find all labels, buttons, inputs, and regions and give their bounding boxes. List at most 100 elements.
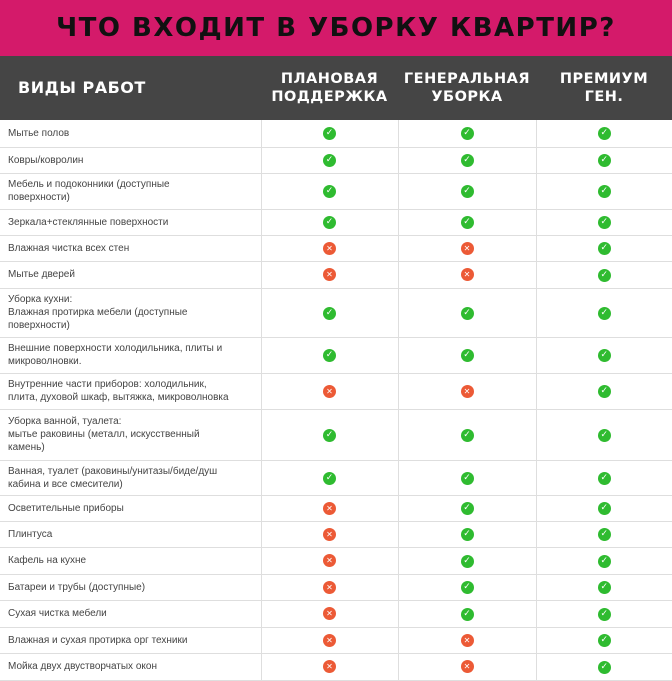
check-circle-icon: ✓ bbox=[597, 528, 611, 541]
work-type-label: Влажная чистка всех стен bbox=[0, 235, 262, 262]
mark-cell: ✕ bbox=[261, 235, 399, 262]
work-type-label: Мытье полов bbox=[0, 120, 262, 148]
cross-circle-icon: ✕ bbox=[460, 660, 474, 673]
work-type-label: Мытье дверей bbox=[0, 261, 262, 289]
table-row: Мытье дверей ✕ ✕ ✓ bbox=[0, 261, 672, 289]
column-header-work-types: ВИДЫ РАБОТ bbox=[0, 56, 261, 120]
mark-cell: ✕ bbox=[398, 235, 537, 262]
work-type-label: Кафель на кухне bbox=[0, 547, 262, 575]
mark-cell: ✓ bbox=[261, 409, 399, 461]
mark-cell: ✓ bbox=[536, 120, 672, 148]
check-circle-icon: ✓ bbox=[323, 306, 336, 320]
cross-circle-icon: ✕ bbox=[323, 384, 336, 398]
check-circle-icon: ✓ bbox=[597, 127, 611, 141]
table-row: Уборка ванной, туалета: мытье раковины (м… bbox=[0, 409, 672, 461]
title-banner: ЧТО ВХОДИТ В УБОРКУ КВАРТИР? bbox=[0, 0, 672, 56]
cross-circle-icon: ✕ bbox=[323, 554, 336, 567]
cross-circle-icon: ✕ bbox=[460, 384, 474, 398]
check-circle-icon: ✓ bbox=[460, 554, 474, 568]
work-type-label: Плинтуса bbox=[0, 521, 262, 548]
mark-cell: ✓ bbox=[536, 460, 672, 496]
mark-cell: ✓ bbox=[536, 547, 672, 575]
mark-cell: ✓ bbox=[536, 235, 672, 262]
cross-circle-icon: ✕ bbox=[323, 633, 336, 647]
table-row: Влажная и сухая протирка орг техники ✕ ✕ ✓ bbox=[0, 627, 672, 654]
check-circle-icon: ✓ bbox=[597, 607, 611, 621]
work-type-label: Внутренние части приборов: холодильник, п… bbox=[0, 373, 262, 410]
table-row: Осветительные приборы ✕ ✓ ✓ bbox=[0, 495, 672, 522]
mark-cell: ✕ bbox=[261, 521, 399, 548]
work-type-label: Влажная и сухая протирка орг техники bbox=[0, 627, 262, 654]
cross-circle-icon: ✕ bbox=[323, 501, 336, 515]
check-circle-icon: ✓ bbox=[460, 216, 474, 229]
services-table: ВИДЫ РАБОТ ПЛАНОВАЯ ПОДДЕРЖКА ГЕНЕРАЛЬНАЯ… bbox=[0, 56, 672, 681]
cross-circle-icon: ✕ bbox=[323, 580, 336, 594]
mark-cell: ✓ bbox=[398, 288, 537, 338]
table-row: Ковры/ковролин ✓ ✓ ✓ bbox=[0, 147, 672, 174]
mark-cell: ✓ bbox=[536, 574, 672, 601]
check-circle-icon: ✓ bbox=[323, 428, 336, 442]
work-type-label: Осветительные приборы bbox=[0, 495, 262, 522]
check-circle-icon: ✓ bbox=[460, 306, 474, 320]
mark-cell: ✓ bbox=[398, 120, 537, 148]
mark-cell: ✓ bbox=[536, 409, 672, 461]
mark-cell: ✓ bbox=[398, 147, 537, 174]
check-circle-icon: ✓ bbox=[597, 216, 611, 229]
work-type-label: Уборка ванной, туалета: мытье раковины (м… bbox=[0, 409, 262, 461]
mark-cell: ✓ bbox=[398, 547, 537, 575]
check-circle-icon: ✓ bbox=[597, 242, 611, 255]
check-circle-icon: ✓ bbox=[597, 471, 611, 485]
mark-cell: ✕ bbox=[261, 373, 399, 410]
check-circle-icon: ✓ bbox=[597, 554, 611, 568]
check-circle-icon: ✓ bbox=[460, 528, 474, 541]
check-circle-icon: ✓ bbox=[597, 349, 611, 362]
work-type-label: Ковры/ковролин bbox=[0, 147, 262, 174]
check-circle-icon: ✓ bbox=[323, 127, 336, 141]
check-circle-icon: ✓ bbox=[460, 471, 474, 485]
cross-circle-icon: ✕ bbox=[460, 241, 474, 255]
table-row: Плинтуса ✕ ✓ ✓ bbox=[0, 521, 672, 548]
mark-cell: ✓ bbox=[536, 521, 672, 548]
mark-cell: ✕ bbox=[398, 653, 537, 681]
mark-cell: ✓ bbox=[536, 627, 672, 654]
mark-cell: ✓ bbox=[398, 574, 537, 601]
table-row: Влажная чистка всех стен ✕ ✕ ✓ bbox=[0, 235, 672, 262]
page-title: ЧТО ВХОДИТ В УБОРКУ КВАРТИР? bbox=[56, 13, 616, 43]
check-circle-icon: ✓ bbox=[597, 581, 611, 594]
work-type-label: Внешние поверхности холодильника, плиты … bbox=[0, 337, 262, 374]
table-row: Внешние поверхности холодильника, плиты … bbox=[0, 337, 672, 374]
cross-circle-icon: ✕ bbox=[323, 607, 336, 620]
mark-cell: ✓ bbox=[536, 495, 672, 522]
mark-cell: ✓ bbox=[261, 120, 399, 148]
work-type-label: Батареи и трубы (доступные) bbox=[0, 574, 262, 601]
work-type-label: Мебель и подоконники (доступные поверхнос… bbox=[0, 173, 262, 210]
cross-circle-icon: ✕ bbox=[323, 527, 336, 541]
mark-cell: ✕ bbox=[261, 653, 399, 681]
check-circle-icon: ✓ bbox=[460, 185, 474, 198]
check-circle-icon: ✓ bbox=[323, 349, 336, 362]
mark-cell: ✓ bbox=[536, 337, 672, 374]
table-row: Мебель и подоконники (доступные поверхнос… bbox=[0, 173, 672, 210]
check-circle-icon: ✓ bbox=[323, 154, 336, 167]
mark-cell: ✓ bbox=[536, 261, 672, 289]
table-row: Мытье полов ✓ ✓ ✓ bbox=[0, 120, 672, 148]
mark-cell: ✓ bbox=[261, 337, 399, 374]
check-circle-icon: ✓ bbox=[597, 428, 611, 442]
check-circle-icon: ✓ bbox=[597, 306, 611, 320]
check-circle-icon: ✓ bbox=[597, 154, 611, 167]
check-circle-icon: ✓ bbox=[323, 185, 336, 198]
table-row: Ванная, туалет (раковины/унитазы/биде/ду… bbox=[0, 460, 672, 496]
check-circle-icon: ✓ bbox=[460, 607, 474, 621]
mark-cell: ✕ bbox=[261, 547, 399, 575]
mark-cell: ✓ bbox=[398, 173, 537, 210]
mark-cell: ✓ bbox=[398, 521, 537, 548]
mark-cell: ✓ bbox=[261, 173, 399, 210]
mark-cell: ✓ bbox=[398, 460, 537, 496]
mark-cell: ✕ bbox=[261, 261, 399, 289]
work-type-label: Зеркала+стеклянные поверхности bbox=[0, 209, 262, 236]
cross-circle-icon: ✕ bbox=[323, 268, 336, 281]
mark-cell: ✓ bbox=[398, 409, 537, 461]
table-row: Сухая чистка мебели ✕ ✓ ✓ bbox=[0, 600, 672, 628]
cross-circle-icon: ✕ bbox=[460, 633, 474, 647]
check-circle-icon: ✓ bbox=[460, 127, 474, 141]
